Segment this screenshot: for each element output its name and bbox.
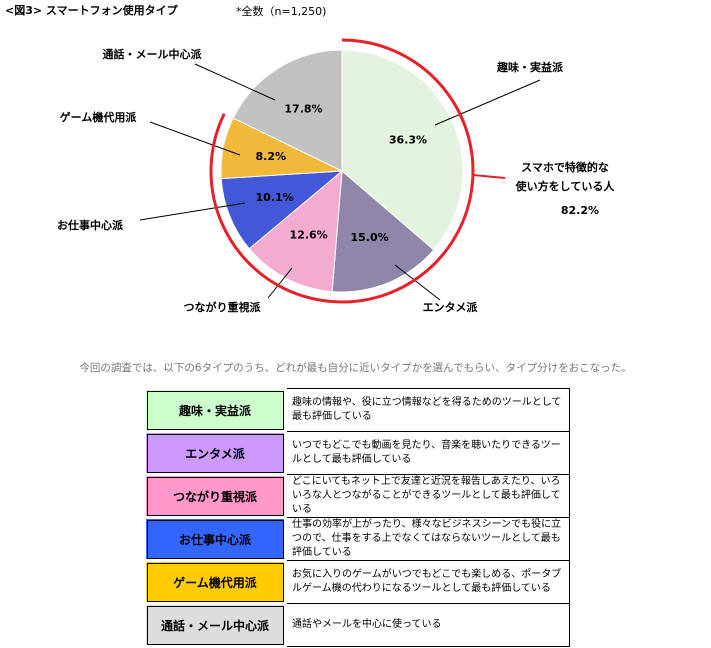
annotation-text: 使い方をしている人 <box>515 179 616 193</box>
leader-line <box>149 121 241 156</box>
pie-slice <box>248 169 343 293</box>
value-label: 15.0% <box>350 231 388 244</box>
leader-line <box>394 264 441 301</box>
chart-title: <図3> スマートフォン使用タイプ <box>5 3 179 17</box>
chart-subtitle: *全数（n=1,250) <box>236 4 326 18</box>
type-name: お仕事中心派 <box>143 516 287 562</box>
value-label: 10.1% <box>255 191 293 204</box>
leader-line <box>139 202 246 221</box>
value-label: 17.8% <box>284 102 322 115</box>
annotation-text: スマホで特徴的な <box>521 160 609 174</box>
category-label: つながり重視派 <box>184 300 262 314</box>
type-description: いつでもどこでも動画を見たり、音楽を聴いたりできるツールとして最も評価している <box>285 431 570 475</box>
leader-line <box>434 79 541 126</box>
type-description: 通話やメールを中心に使っている <box>285 603 570 647</box>
chart: <図3> スマートフォン使用タイプ *全数（n=1,250) 36.3% 趣味・実… <box>5 3 616 314</box>
leader-line <box>267 267 293 299</box>
table-row: つながり重視派 どこにいてもネット上で友達と近況を報告しあえたり、いろいろな人とつ… <box>143 473 570 519</box>
type-description: 仕事の効率が上がったり、様々なビジネスシーンでも役に立つので、仕事をする上でなく… <box>285 517 570 561</box>
annotation-value: 82.2% <box>561 204 599 217</box>
pie-slice <box>232 49 343 172</box>
leader-line <box>194 63 276 101</box>
category-label: エンタメ派 <box>423 301 479 314</box>
highlight-arc <box>209 38 475 304</box>
category-label: お仕事中心派 <box>57 218 124 232</box>
pie-slice <box>331 169 435 293</box>
type-name: 通話・メール中心派 <box>143 602 287 648</box>
value-label: 8.2% <box>256 150 287 163</box>
table-row: 趣味・実益派 趣味の情報や、役に立つ情報などを得るためのツールとして最も評価してい… <box>143 387 570 433</box>
pie-slice <box>341 49 464 251</box>
type-name: ゲーム機代用派 <box>143 559 287 605</box>
type-name: つながり重視派 <box>143 473 287 519</box>
category-label: ゲーム機代用派 <box>60 110 138 124</box>
type-description: 趣味の情報や、役に立つ情報などを得るためのツールとして最も評価している <box>285 388 570 432</box>
highlight-connector <box>472 174 506 179</box>
caption: 今回の調査では、以下の6タイプのうち、どれが最も自分に近いタイプかを選んでもらい… <box>79 362 632 374</box>
category-label: 通話・メール中心派 <box>103 47 203 61</box>
type-name: 趣味・実益派 <box>143 387 287 433</box>
table-row: ゲーム機代用派 お気に入りのゲームがいつでもどこでも楽しめる、ポータブルゲーム機の… <box>143 559 570 605</box>
value-label: 36.3% <box>389 134 427 147</box>
category-label: 趣味・実益派 <box>496 60 564 74</box>
pie-slice <box>220 170 344 250</box>
type-description: どこにいてもネット上で友達と近況を報告しあえたり、いろいろな人とつながることがで… <box>285 474 570 518</box>
type-description: お気に入りのゲームがいつでもどこでも楽しめる、ポータブルゲーム機の代わりになるツ… <box>285 560 570 604</box>
type-table: 趣味・実益派 趣味の情報や、役に立つ情報などを得るためのツールとして最も評価してい… <box>143 387 570 648</box>
table-row: エンタメ派 いつでもどこでも動画を見たり、音楽を聴いたりできるツールとして最も評価… <box>143 430 570 476</box>
type-name: エンタメ派 <box>143 430 287 476</box>
value-label: 12.6% <box>290 228 328 241</box>
table-row: お仕事中心派 仕事の効率が上がったり、様々なビジネスシーンでも役に立つので、仕事を… <box>143 516 570 562</box>
table-row: 通話・メール中心派 通話やメールを中心に使っている <box>143 602 570 648</box>
